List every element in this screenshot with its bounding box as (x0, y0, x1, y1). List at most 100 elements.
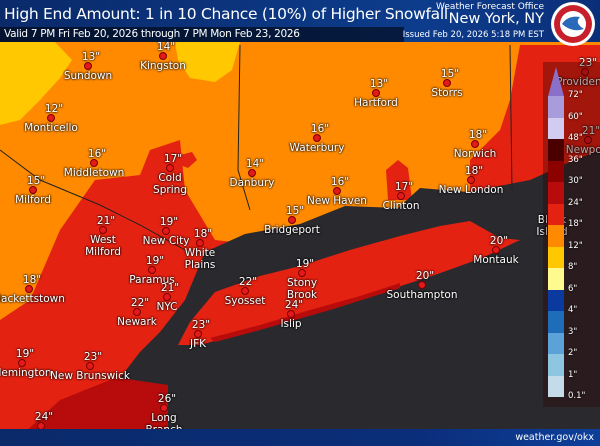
issued-time: Issued Feb 20, 2026 5:18 PM EST (402, 30, 544, 40)
snowfall-amount: 18" (22, 274, 42, 286)
snowfall-amount: 12" (44, 103, 64, 115)
legend-label: 2" (568, 348, 578, 358)
legend-label: 0.1" (568, 391, 586, 401)
city-marker (90, 159, 98, 167)
city-marker (471, 140, 479, 148)
long-island-south-shore (210, 283, 400, 342)
city-marker (584, 136, 592, 144)
map-title: High End Amount: 1 in 10 Chance (10%) of… (4, 5, 448, 23)
city-name: Sundown (63, 70, 113, 82)
office-label: Weather Forecast Office (436, 2, 544, 12)
city-marker (288, 216, 296, 224)
region-darkred-nj (10, 370, 175, 446)
snowfall-amount: 20" (415, 270, 435, 282)
long-island (178, 221, 520, 345)
city-name: White Plains (184, 247, 216, 271)
city-name: NYC (156, 301, 178, 313)
city-marker (298, 269, 306, 277)
snowfall-amount: 19" (145, 255, 165, 267)
snowfall-amount: 15" (285, 205, 305, 217)
snowfall-amount: 19" (295, 258, 315, 270)
city-marker (492, 246, 500, 254)
city-name: Hartford (354, 97, 398, 109)
legend-bin (548, 139, 564, 161)
legend-bin (548, 117, 564, 139)
header: High End Amount: 1 in 10 Chance (10%) of… (0, 0, 600, 46)
city-marker (99, 226, 107, 234)
snowfall-amount: 15" (440, 68, 460, 80)
city-name: New City (142, 235, 190, 247)
snowfall-amount: 19" (15, 348, 35, 360)
snowfall-amount: 16" (87, 148, 107, 160)
snowfall-amount: 19" (159, 216, 179, 228)
snowfall-amount: 21" (160, 282, 180, 294)
legend-label: 12" (568, 240, 583, 251)
snowfall-amount: 21" (96, 215, 116, 227)
city-marker (166, 164, 174, 172)
city-name: Kingston (140, 60, 186, 72)
snowfall-amount: 26" (157, 393, 177, 405)
legend-label: 30" (568, 176, 583, 186)
city-name: Danbury (229, 177, 275, 189)
snowfall-amount: 23" (578, 57, 598, 69)
legend-label: 48" (568, 133, 583, 143)
city-marker (333, 187, 341, 195)
legend-bin (548, 268, 564, 290)
city-name: Newport (565, 144, 600, 156)
legend-bin (548, 96, 564, 118)
legend-label: 24" (568, 197, 583, 208)
city-marker (133, 308, 141, 316)
city-name: Hackettstown (0, 293, 65, 305)
city-marker (148, 266, 156, 274)
region-red-clinton (386, 160, 412, 200)
snowfall-amount: 21" (581, 125, 600, 137)
city-name: Middletown (63, 167, 125, 179)
legend-label: 4" (568, 305, 578, 315)
website-link[interactable]: weather.gov/okx (515, 432, 594, 443)
city-marker (25, 285, 33, 293)
legend-bin (548, 182, 564, 204)
snowfall-amount: 13" (369, 78, 389, 90)
snowfall-amount: 18" (468, 129, 488, 141)
city-name: Storrs (431, 87, 463, 99)
snowfall-amount: 14" (156, 41, 176, 53)
city-name: New London (438, 184, 504, 196)
city-name: Newark (117, 316, 157, 328)
legend-bin (548, 311, 564, 333)
city-marker (372, 89, 380, 97)
snowfall-amount: 22" (130, 297, 150, 309)
city-name: New Brunswick (50, 370, 130, 382)
city-name: Paramus (129, 274, 175, 286)
legend-label: 8" (568, 262, 578, 272)
legend-bin (548, 225, 564, 247)
legend-label: 72" (568, 90, 583, 100)
city-marker (47, 114, 55, 122)
city-name: Montauk (473, 254, 519, 266)
city-marker (397, 192, 405, 200)
city-marker (581, 68, 589, 76)
city-marker (443, 79, 451, 87)
city-name: JFK (189, 338, 207, 350)
city-marker (248, 169, 256, 177)
legend: 0.1" 1" 2" 3" 4" 6" 8" 12" 18" 24" 30" 36" 48" 60" 72" (543, 62, 600, 407)
legend-bin (548, 289, 564, 311)
snowfall-amount: 23" (191, 319, 211, 331)
legend-arrow (548, 66, 564, 96)
city-name: Milford (15, 194, 51, 206)
city-marker (86, 362, 94, 370)
city-marker (287, 310, 295, 318)
city-name: Monticello (24, 122, 78, 134)
city-marker (160, 404, 168, 412)
city-marker (194, 330, 202, 338)
city-marker (467, 176, 475, 184)
city-name: Norwich (453, 148, 497, 160)
legend-label: 60" (568, 111, 583, 122)
state-borders (0, 44, 513, 251)
snowfall-amount: 14" (245, 158, 265, 170)
city-name: Southampton (386, 289, 458, 301)
snowfall-amount: 23" (83, 351, 103, 363)
city-name: Flemington (0, 367, 52, 379)
city-name: New Haven (307, 195, 367, 207)
city-marker (18, 359, 26, 367)
region-red-coldspring (180, 152, 197, 168)
